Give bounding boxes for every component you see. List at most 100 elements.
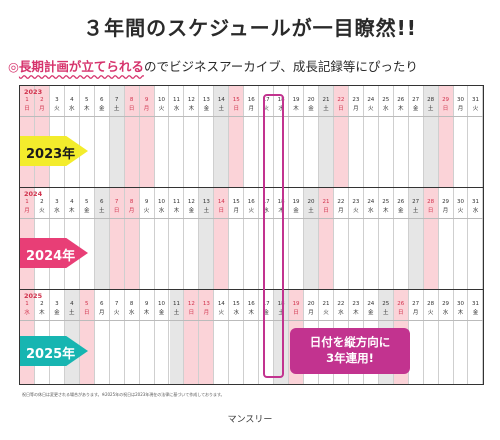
year-band-2024: 1 月 2 火 3 水 4 木 5 金 6 土 7 日 8 月 9 火 10 水 11 木 12 金 13 土 14 日 15 月 16 火 1… bbox=[20, 188, 484, 290]
day-number: 2 bbox=[40, 199, 44, 205]
day-weekday: 火 bbox=[472, 106, 479, 112]
day-weekday: 金 bbox=[203, 106, 210, 112]
day-number: 19 bbox=[292, 97, 300, 103]
day-number: 29 bbox=[442, 199, 450, 205]
day-weekday: 土 bbox=[427, 106, 434, 112]
day-weekday: 月 bbox=[39, 106, 45, 112]
day-column: 13 月 bbox=[199, 290, 215, 384]
day-column: 11 水 bbox=[170, 86, 185, 187]
day-number: 5 bbox=[85, 199, 89, 205]
day-number: 27 bbox=[412, 301, 420, 307]
day-number: 1 bbox=[25, 97, 29, 103]
day-number: 23 bbox=[352, 97, 360, 103]
day-weekday: 日 bbox=[338, 106, 344, 112]
day-column: 21 土 bbox=[319, 86, 334, 187]
day-weekday: 日 bbox=[113, 208, 120, 214]
day-weekday: 水 bbox=[24, 310, 30, 316]
day-weekday: 月 bbox=[338, 208, 344, 214]
day-column: 15 月 bbox=[229, 188, 245, 289]
day-column: 13 土 bbox=[199, 188, 215, 289]
day-column: 31 火 bbox=[469, 86, 484, 187]
day-weekday: 火 bbox=[457, 208, 464, 214]
day-weekday: 土 bbox=[173, 310, 180, 316]
day-weekday: 日 bbox=[323, 208, 329, 214]
day-column: 31 水 bbox=[469, 188, 484, 289]
day-weekday: 月 bbox=[308, 310, 314, 316]
day-number: 12 bbox=[187, 301, 195, 307]
day-weekday: 日 bbox=[233, 106, 240, 112]
day-column: 18 土 bbox=[274, 290, 290, 384]
day-number: 18 bbox=[277, 199, 285, 205]
day-number: 26 bbox=[397, 301, 405, 307]
day-weekday: 月 bbox=[442, 208, 449, 214]
day-weekday: 木 bbox=[173, 208, 180, 214]
day-weekday: 水 bbox=[233, 310, 240, 316]
day-weekday: 月 bbox=[353, 106, 359, 112]
day-column: 20 金 bbox=[304, 86, 319, 187]
day-weekday: 土 bbox=[113, 106, 120, 112]
day-number: 9 bbox=[144, 97, 149, 103]
day-weekday: 木 bbox=[69, 208, 75, 214]
day-column: 23 火 bbox=[349, 188, 364, 289]
day-number: 6 bbox=[99, 199, 104, 205]
day-column: 30 木 bbox=[454, 290, 469, 384]
header-divider bbox=[20, 218, 483, 219]
day-weekday: 木 bbox=[84, 106, 90, 112]
day-column: 11 土 bbox=[169, 290, 185, 384]
header-divider bbox=[20, 320, 483, 321]
day-number: 7 bbox=[114, 301, 119, 307]
day-number: 22 bbox=[337, 301, 345, 307]
year-small-label: 2024 bbox=[24, 190, 43, 198]
day-weekday: 日 bbox=[218, 208, 225, 214]
day-number: 13 bbox=[202, 301, 210, 307]
day-number: 15 bbox=[232, 199, 240, 205]
day-column: 27 月 bbox=[409, 290, 424, 384]
day-weekday: 日 bbox=[397, 310, 404, 316]
day-number: 31 bbox=[471, 199, 479, 205]
day-weekday: 木 bbox=[293, 106, 299, 112]
day-weekday: 火 bbox=[218, 310, 225, 316]
day-number: 17 bbox=[262, 301, 270, 307]
day-number: 31 bbox=[471, 97, 479, 103]
day-column: 10 金 bbox=[155, 290, 170, 384]
day-weekday: 水 bbox=[54, 208, 60, 214]
day-number: 30 bbox=[457, 199, 465, 205]
day-number: 18 bbox=[277, 301, 285, 307]
day-weekday: 金 bbox=[472, 310, 479, 316]
day-number: 17 bbox=[262, 199, 270, 205]
day-weekday: 土 bbox=[323, 106, 329, 112]
day-weekday: 水 bbox=[128, 310, 135, 316]
day-number: 23 bbox=[352, 301, 360, 307]
day-weekday: 火 bbox=[113, 310, 120, 316]
day-weekday: 土 bbox=[278, 310, 284, 316]
day-weekday: 月 bbox=[98, 310, 105, 316]
day-column: 10 水 bbox=[155, 188, 170, 289]
day-column: 14 日 bbox=[214, 188, 230, 289]
callout-badge: 日付を縦方向に 3年連用! bbox=[290, 328, 410, 374]
day-number: 3 bbox=[55, 301, 59, 307]
day-number: 19 bbox=[292, 199, 300, 205]
day-number: 29 bbox=[442, 97, 450, 103]
day-number: 20 bbox=[307, 199, 315, 205]
day-weekday: 日 bbox=[84, 310, 90, 316]
day-column: 17 火 bbox=[259, 86, 275, 187]
day-number: 14 bbox=[217, 199, 225, 205]
callout-line-2: 3年連用! bbox=[326, 351, 374, 365]
day-number: 25 bbox=[382, 199, 390, 205]
day-column: 29 日 bbox=[438, 86, 454, 187]
calendar-grid: 1 日 2 月 3 火 4 水 5 木 6 金 7 土 8 日 9 月 10 火 11 水 12 木 13 金 14 土 15 日 16 月 1… bbox=[19, 85, 484, 385]
day-weekday: 月 bbox=[233, 208, 240, 214]
day-weekday: 水 bbox=[338, 310, 344, 316]
day-number: 4 bbox=[70, 97, 74, 103]
day-column: 25 水 bbox=[379, 86, 394, 187]
day-number: 16 bbox=[247, 199, 255, 205]
day-weekday: 月 bbox=[203, 310, 210, 316]
year-arrow-label: 2024年 bbox=[26, 249, 76, 264]
day-weekday: 火 bbox=[248, 208, 254, 214]
day-column: 20 土 bbox=[304, 188, 319, 289]
